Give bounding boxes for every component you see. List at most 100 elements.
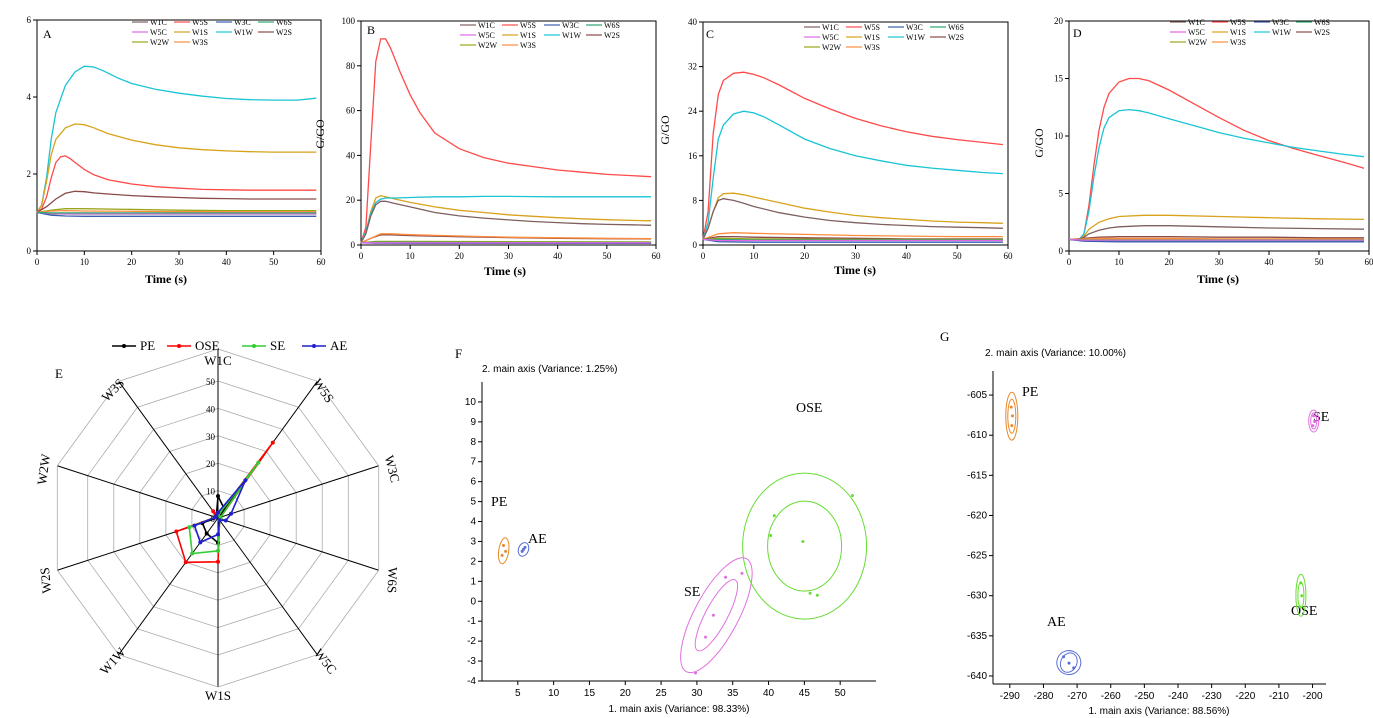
radar-axis-label-w2s: W2S (37, 567, 54, 594)
series-line-w3s (360, 233, 652, 244)
data-point-pe (500, 553, 504, 557)
panel-b-ylabel: G/GO (313, 119, 327, 149)
panel-c-chart: C Time (s) G/GO 0 10 20 30 40 50 60 0 8 16 24 32 40 W… (658, 17, 1013, 277)
panel-e-letter: E (55, 366, 63, 381)
series-line-w1s (360, 195, 652, 244)
series-line-w3c (1068, 238, 1364, 243)
panel-g-scatter: G PE SE OSE AE -290 -280 -270 -260 -250 -240-… (940, 329, 1329, 717)
radar-spoke (118, 380, 219, 519)
data-point-pe (1010, 424, 1014, 428)
legend-label-w1w: W1W (1272, 28, 1292, 37)
y-tick-label: 9 (470, 417, 476, 428)
panel-f-label-pe: PE (491, 495, 507, 510)
legend-label-w3c: W3C (562, 21, 579, 30)
y-tick-label: 40 (346, 150, 356, 160)
panel-g-label-ae: AE (1047, 615, 1066, 630)
series-line-w2w (36, 208, 317, 214)
legend-marker-pe (122, 344, 126, 348)
legend-label-w5c: W5C (822, 33, 839, 42)
series-line-w5c (1068, 238, 1364, 241)
x-tick-label: 15 (584, 688, 596, 699)
radar-axis-label-w5c: W5C (311, 646, 340, 677)
series-line-w2s (36, 190, 317, 214)
legend-label-w5c: W5C (150, 28, 167, 37)
legend-label-ose: OSE (195, 338, 220, 353)
y-tick-label: -2 (467, 636, 476, 647)
legend-label-w5s: W5S (1230, 18, 1246, 27)
radar-spoke (217, 517, 318, 656)
x-tick-label: 20 (1165, 257, 1175, 267)
data-point-pe (1009, 405, 1013, 409)
x-tick-label: 30 (1215, 257, 1225, 267)
legend-label-w1c: W1C (1188, 18, 1205, 27)
y-tick-label: 40 (688, 17, 698, 27)
y-tick-label: 20 (1054, 16, 1064, 26)
confidence-ellipse-se (694, 579, 739, 652)
radar-point-ae (223, 518, 228, 523)
legend-label-w3s: W3S (520, 41, 536, 50)
x-tick-label: 20 (127, 257, 137, 267)
x-tick-label: 60 (1004, 251, 1014, 261)
y-tick-label: 0 (27, 246, 32, 256)
x-tick-label: 0 (359, 251, 364, 261)
x-tick-label: 20 (455, 251, 465, 261)
series-line-w1w (360, 195, 652, 244)
panel-d-ylabel: G/GO (1032, 128, 1046, 158)
panel-f-label-se: SE (684, 585, 700, 600)
x-tick-label: -280 (1033, 691, 1053, 702)
x-tick-label: 10 (406, 251, 416, 261)
x-tick-label: 50 (835, 688, 847, 699)
x-tick-label: -230 (1202, 691, 1222, 702)
radar-axis-label-w6s: W6S (385, 567, 401, 594)
legend-label-w1w: W1W (906, 33, 926, 42)
y-tick-label: -615 (967, 470, 987, 481)
y-tick-label: -605 (967, 390, 987, 401)
legend-label-w2w: W2W (150, 38, 170, 47)
x-tick-label: 60 (1365, 257, 1373, 267)
y-tick-label: -640 (967, 671, 987, 682)
y-tick-label: 15 (1054, 74, 1064, 84)
x-tick-label: 0 (1067, 257, 1072, 267)
x-tick-label: -200 (1303, 691, 1323, 702)
x-tick-label: 40 (902, 251, 912, 261)
data-point-ose (1298, 605, 1302, 609)
x-tick-label: 40 (553, 251, 563, 261)
series-line-w2s (1068, 235, 1364, 241)
data-point-ose (850, 494, 854, 498)
data-point-pe (1011, 414, 1014, 418)
radar-axis-label-w2w: W2W (34, 452, 53, 486)
x-tick-label: 5 (515, 688, 521, 699)
panel-b-xlabel: Time (s) (484, 264, 526, 278)
x-tick-label: 10 (1115, 257, 1125, 267)
radar-point-ose (174, 529, 179, 534)
series-line-w3c (702, 238, 1003, 243)
x-tick-label: 20 (800, 251, 810, 261)
data-point-ose (772, 514, 776, 518)
panel-f-letter: F (455, 346, 462, 361)
y-tick-label: 5 (1059, 189, 1064, 199)
legend-label-w6s: W6S (1314, 18, 1330, 27)
panel-c-xlabel: Time (s) (834, 263, 876, 277)
radar-point-ose (216, 559, 220, 564)
data-point-ose (769, 534, 773, 537)
panel-f-label-ae: AE (528, 532, 547, 547)
panel-b-chart: B Time (s) G/GO 0 10 20 30 40 50 60 0 20 40 60 80 10… (313, 16, 661, 278)
data-point-ose (808, 591, 812, 595)
y-tick-label: -635 (967, 631, 987, 642)
legend-label-w1c: W1C (150, 18, 167, 27)
legend-marker-se (252, 344, 256, 348)
radar-point-se (256, 460, 261, 465)
series-line-w5s (36, 155, 317, 214)
radar-point-ae (243, 478, 248, 483)
x-tick-label: 30 (691, 688, 703, 699)
panel-c-ylabel: G/GO (658, 115, 672, 145)
radar-point-ae (216, 510, 220, 515)
y-tick-label: -620 (967, 510, 987, 521)
y-tick-label: -630 (967, 591, 987, 602)
x-tick-label: 50 (953, 251, 963, 261)
y-tick-label: 10 (1054, 131, 1064, 141)
y-tick-label: -3 (467, 656, 476, 667)
legend-label-w1s: W1S (864, 33, 880, 42)
legend-label-w5c: W5C (1188, 28, 1205, 37)
legend-label-pe: PE (140, 338, 155, 353)
